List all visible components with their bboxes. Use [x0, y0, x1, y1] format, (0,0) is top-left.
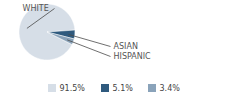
svg-text:5.1%: 5.1%: [113, 84, 134, 93]
svg-text:3.4%: 3.4%: [160, 84, 181, 93]
svg-text:WHITE: WHITE: [23, 4, 49, 13]
svg-text:HISPANIC: HISPANIC: [114, 52, 152, 61]
svg-text:ASIAN: ASIAN: [114, 42, 138, 51]
svg-text:91.5%: 91.5%: [60, 84, 86, 93]
